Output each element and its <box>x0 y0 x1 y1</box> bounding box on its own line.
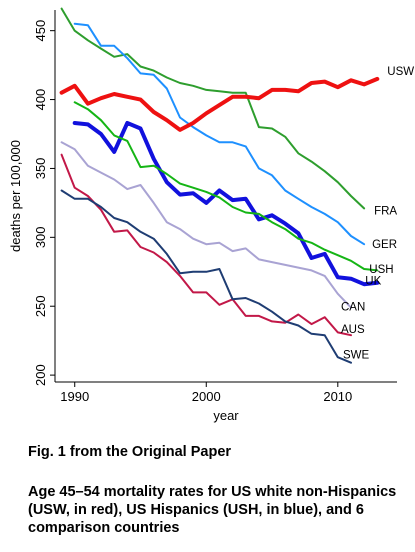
series-line-ush <box>72 121 380 287</box>
y-tick-label: 300 <box>33 226 48 248</box>
series-label-ush: USH <box>369 264 393 276</box>
mortality-line-chart: 200 250 300 350 400 450 1990 2000 2010 year deat… <box>8 7 414 423</box>
x-axis-title: year <box>213 408 239 423</box>
y-tick-label: 350 <box>33 158 48 180</box>
series-label-aus: AUS <box>341 324 365 336</box>
y-tick-label: 450 <box>33 20 48 42</box>
x-tick-label: 1990 <box>60 389 89 404</box>
x-tick-label: 2010 <box>323 389 352 404</box>
x-tick-label: 2000 <box>192 389 221 404</box>
series-line-usw <box>59 76 380 132</box>
series-line-fra <box>60 7 366 210</box>
series-line-ger <box>73 22 366 246</box>
series-line-uk <box>73 101 379 272</box>
axes <box>54 10 397 383</box>
series-line-can <box>60 141 352 309</box>
series-label-can: CAN <box>341 302 365 314</box>
series-label-fra: FRA <box>374 205 397 217</box>
series-label-swe: SWE <box>343 350 370 362</box>
series-lines <box>59 7 380 364</box>
figure-caption: Age 45–54 mortality rates for US white n… <box>28 484 397 536</box>
series-label-ger: GER <box>372 239 397 251</box>
series-label-usw: USW <box>387 66 414 78</box>
series-label-uk: UK <box>365 275 381 287</box>
series-line-aus <box>60 153 352 337</box>
series-line-swe <box>60 189 352 364</box>
y-tick-label: 250 <box>33 295 48 317</box>
y-axis-title: deaths per 100,000 <box>8 140 23 252</box>
y-tick-label: 200 <box>33 364 48 386</box>
figure-title: Fig. 1 from the Original Paper <box>28 444 232 460</box>
tick-marks: 200 250 300 350 400 450 1990 2000 2010 <box>33 20 352 404</box>
y-tick-label: 400 <box>33 89 48 111</box>
